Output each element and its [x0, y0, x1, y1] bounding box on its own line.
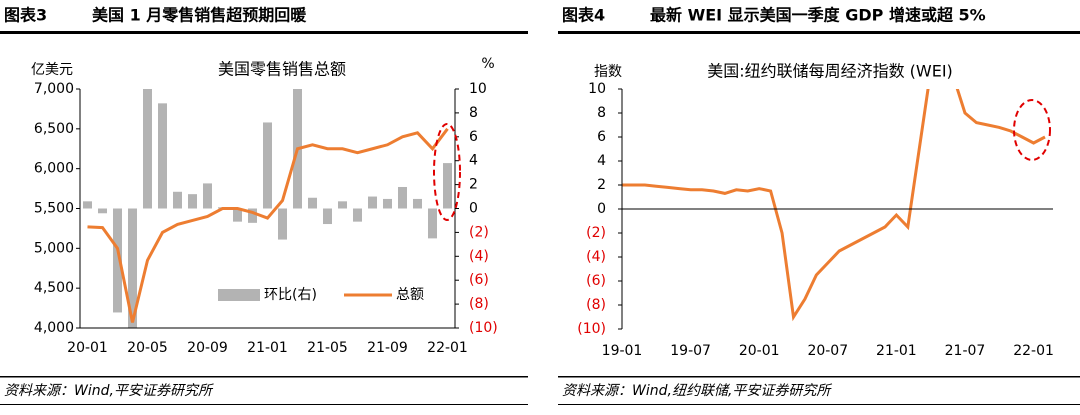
tick-label: 6	[597, 129, 606, 145]
rule	[0, 31, 528, 34]
bar	[263, 122, 272, 209]
x-tick-label: 21-01	[247, 340, 288, 356]
bar	[143, 89, 152, 209]
tick-label: 6,500	[34, 121, 74, 137]
line	[87, 127, 449, 323]
figure-label: 图表3	[4, 6, 47, 25]
x-tick-label: 22-01	[427, 340, 468, 356]
rule	[558, 404, 1080, 405]
tick-label: 4,000	[34, 320, 74, 336]
bar	[428, 208, 437, 239]
bar	[248, 208, 257, 223]
bar	[83, 201, 92, 209]
x-tick-label: 20-07	[807, 343, 848, 359]
x-tick-label: 21-01	[876, 343, 917, 359]
tick-label: 8	[597, 105, 606, 121]
bar	[203, 183, 212, 209]
highlight	[1013, 99, 1051, 161]
tick-label: (6)	[586, 273, 606, 289]
y-label: 亿美元	[31, 62, 73, 78]
bar	[398, 186, 407, 209]
legend-label: 总额	[396, 287, 424, 303]
tick-label: 0	[597, 201, 606, 217]
x-tick-label: 21-07	[945, 343, 986, 359]
tick-label: 10	[469, 81, 487, 97]
x-tick-label: 21-05	[307, 340, 348, 356]
source: 资料来源：Wind,纽约联储,平安证券研究所	[562, 383, 832, 399]
tick-label: 10	[588, 81, 606, 97]
tick-label: 2	[469, 177, 478, 193]
tick-label: (4)	[586, 249, 606, 265]
bar	[323, 208, 332, 225]
tick-label: (2)	[469, 224, 489, 240]
highlight	[433, 123, 461, 221]
tick-label: 0	[469, 201, 478, 217]
x-tick-label: 20-05	[127, 340, 168, 356]
x-tick-label: 19-07	[670, 343, 711, 359]
y2-label: %	[481, 56, 494, 72]
bar	[188, 194, 197, 209]
x-tick-label: 22-01	[1013, 343, 1054, 359]
bar	[98, 208, 107, 214]
legend-swatch	[218, 289, 260, 301]
tick-label: (10)	[469, 320, 498, 336]
tick-label: (8)	[586, 297, 606, 313]
chart-title: 美国零售销售总额	[218, 60, 346, 79]
tick-label: 7,000	[34, 81, 74, 97]
legend-label: 环比(右)	[264, 287, 317, 303]
tick-label: 6	[469, 129, 478, 145]
figure-heading: 美国 1 月零售销售超预期回暖	[92, 6, 307, 25]
line	[622, 89, 1046, 322]
plot	[83, 89, 452, 328]
bar	[368, 196, 377, 209]
x-tick-label: 20-09	[187, 340, 228, 356]
bar	[113, 208, 122, 313]
bar	[128, 208, 137, 328]
tick-label: (10)	[577, 321, 606, 337]
figure-label: 图表4	[562, 6, 605, 25]
tick-label: 4	[469, 153, 478, 169]
tick-label: 5,000	[34, 240, 74, 256]
bar	[308, 197, 317, 209]
tick-label: 4,500	[34, 280, 74, 296]
rule	[558, 376, 1080, 378]
tick-label: (6)	[469, 272, 489, 288]
x-tick-label: 19-01	[602, 343, 643, 359]
bar	[293, 89, 302, 209]
bar	[158, 103, 167, 209]
chart-title: 美国:纽约联储每周经济指数 (WEI)	[707, 62, 953, 81]
tick-label: 4	[597, 153, 606, 169]
x-tick-label: 20-01	[67, 340, 108, 356]
tick-label: 5,500	[34, 201, 74, 217]
bar	[233, 208, 242, 222]
x-tick-label: 21-09	[367, 340, 408, 356]
bar	[278, 208, 287, 240]
bar	[413, 198, 422, 209]
rule	[558, 31, 1080, 34]
tick-label: (4)	[469, 248, 489, 264]
rule	[0, 404, 528, 405]
rule	[0, 376, 528, 378]
bar	[173, 191, 182, 209]
x-tick-label: 20-01	[739, 343, 780, 359]
tick-label: 8	[469, 105, 478, 121]
tick-label: (2)	[586, 225, 606, 241]
bar	[443, 163, 452, 209]
figure-heading: 最新 WEI 显示美国一季度 GDP 增速或超 5%	[650, 6, 986, 25]
tick-label: 2	[597, 177, 606, 193]
bar	[383, 198, 392, 209]
y-label: 指数	[594, 64, 622, 80]
bar	[338, 201, 347, 209]
plot	[622, 89, 1046, 322]
tick-label: (8)	[469, 296, 489, 312]
tick-label: 6,000	[34, 161, 74, 177]
bar	[353, 208, 362, 222]
source: 资料来源：Wind,平安证券研究所	[4, 383, 214, 399]
